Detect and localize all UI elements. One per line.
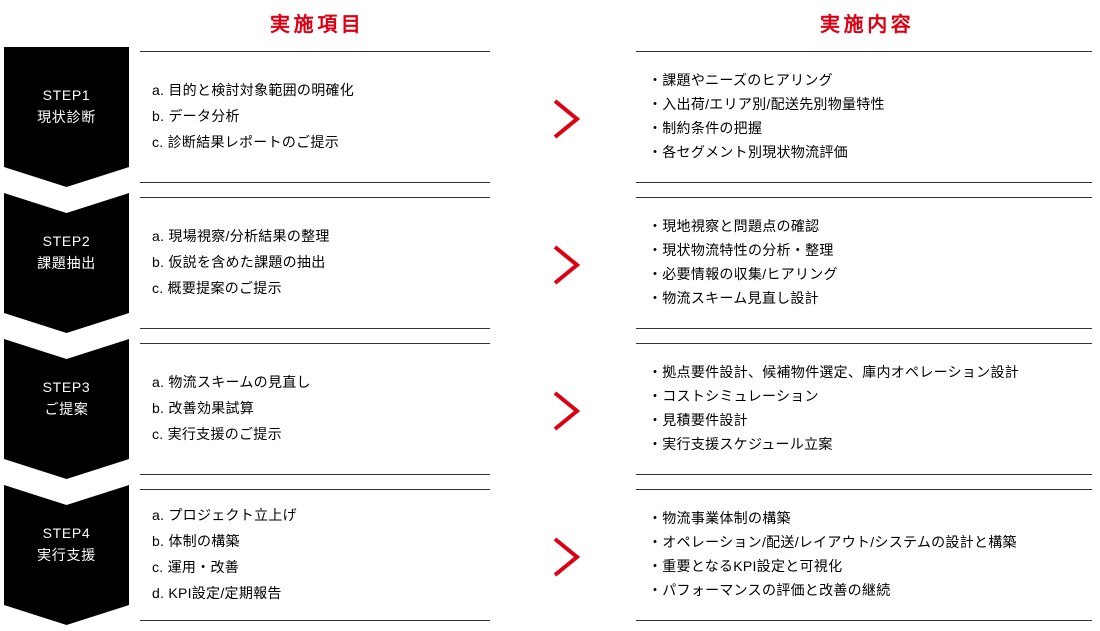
details-list: ・物流事業体制の構築・オペレーション/配送/レイアウト/システムの設計と構築・重…	[648, 507, 1017, 602]
details-box: ・現地視察と問題点の確認・現状物流特性の分析・整理・必要情報の収集/ヒアリング・…	[636, 197, 1092, 329]
items-list: a. 物流スキームの見直しb. 改善効果試算c. 実行支援のご提示	[152, 370, 311, 448]
chevron-right-icon	[543, 243, 587, 287]
items-list-item: d. KPI設定/定期報告	[152, 581, 297, 607]
items-list-item: b. データ分析	[152, 104, 354, 130]
details-list-item: ・見積要件設計	[648, 409, 1019, 433]
chevron-right-icon	[543, 535, 587, 579]
details-list-item: ・拠点要件設計、候補物件選定、庫内オペレーション設計	[648, 361, 1019, 385]
step-title: 現状診断	[37, 109, 96, 125]
details-list-item: ・コストシミュレーション	[648, 385, 1019, 409]
chevron-right-icon	[543, 389, 587, 433]
items-list-item: c. 運用・改善	[152, 555, 297, 581]
items-list-item: b. 改善効果試算	[152, 396, 311, 422]
details-list-item: ・オペレーション/配送/レイアウト/システムの設計と構築	[648, 531, 1017, 555]
details-list-item: ・現状物流特性の分析・整理	[648, 239, 838, 263]
items-list: a. 目的と検討対象範囲の明確化b. データ分析c. 診断結果レポートのご提示	[152, 78, 354, 156]
step-label: STEP2 課題抽出	[4, 231, 129, 274]
items-list: a. プロジェクト立上げb. 体制の構築c. 運用・改善d. KPI設定/定期報…	[152, 503, 297, 607]
details-list-item: ・物流事業体制の構築	[648, 507, 1017, 531]
column-header-items: 実施項目	[270, 8, 364, 37]
details-list: ・拠点要件設計、候補物件選定、庫内オペレーション設計・コストシミュレーション・見…	[648, 361, 1019, 456]
details-list-item: ・重要となるKPI設定と可視化	[648, 555, 1017, 579]
details-list-item: ・各セグメント別現状物流評価	[648, 141, 885, 165]
items-list-item: a. 目的と検討対象範囲の明確化	[152, 78, 354, 104]
details-list: ・課題やニーズのヒアリング・入出荷/エリア別/配送先別物量特性・制約条件の把握・…	[648, 69, 885, 164]
items-box: a. 物流スキームの見直しb. 改善効果試算c. 実行支援のご提示	[140, 343, 490, 475]
details-list-item: ・課題やニーズのヒアリング	[648, 69, 885, 93]
step-row: STEP4 実行支援 a. プロジェクト立上げb. 体制の構築c. 運用・改善d. …	[0, 485, 1100, 625]
items-list-item: c. 実行支援のご提示	[152, 422, 311, 448]
details-box: ・拠点要件設計、候補物件選定、庫内オペレーション設計・コストシミュレーション・見…	[636, 343, 1092, 475]
items-list: a. 現場視察/分析結果の整理b. 仮説を含めた課題の抽出c. 概要提案のご提示	[152, 224, 330, 302]
details-list-item: ・制約条件の把握	[648, 117, 885, 141]
step-title: ご提案	[44, 401, 88, 417]
column-header-details: 実施内容	[820, 8, 914, 37]
details-list-item: ・物流スキーム見直し設計	[648, 287, 838, 311]
details-list-item: ・現地視察と問題点の確認	[648, 215, 838, 239]
details-list-item: ・必要情報の収集/ヒアリング	[648, 263, 838, 287]
step-label: STEP1 現状診断	[4, 85, 129, 128]
items-list-item: b. 体制の構築	[152, 529, 297, 555]
step-number: STEP1	[43, 87, 91, 103]
step-row: STEP1 現状診断 a. 目的と検討対象範囲の明確化b. データ分析c. 診断結果…	[0, 47, 1100, 187]
details-box: ・課題やニーズのヒアリング・入出荷/エリア別/配送先別物量特性・制約条件の把握・…	[636, 51, 1092, 183]
items-list-item: c. 概要提案のご提示	[152, 276, 330, 302]
step-title: 実行支援	[37, 547, 96, 563]
step-label: STEP4 実行支援	[4, 523, 129, 566]
details-list: ・現地視察と問題点の確認・現状物流特性の分析・整理・必要情報の収集/ヒアリング・…	[648, 215, 838, 310]
items-list-item: a. 現場視察/分析結果の整理	[152, 224, 330, 250]
details-list-item: ・実行支援スケジュール立案	[648, 433, 1019, 457]
step-number: STEP3	[43, 379, 91, 395]
items-box: a. 現場視察/分析結果の整理b. 仮説を含めた課題の抽出c. 概要提案のご提示	[140, 197, 490, 329]
step-number: STEP2	[43, 233, 91, 249]
details-list-item: ・入出荷/エリア別/配送先別物量特性	[648, 93, 885, 117]
step-number: STEP4	[43, 525, 91, 541]
items-list-item: a. 物流スキームの見直し	[152, 370, 311, 396]
items-list-item: b. 仮説を含めた課題の抽出	[152, 250, 330, 276]
chevron-right-icon	[543, 97, 587, 141]
step-title: 課題抽出	[37, 255, 96, 271]
items-list-item: a. プロジェクト立上げ	[152, 503, 297, 529]
details-list-item: ・パフォーマンスの評価と改善の継続	[648, 579, 1017, 603]
step-row: STEP3 ご提案 a. 物流スキームの見直しb. 改善効果試算c. 実行支援のご提…	[0, 339, 1100, 479]
items-box: a. 目的と検討対象範囲の明確化b. データ分析c. 診断結果レポートのご提示	[140, 51, 490, 183]
step-label: STEP3 ご提案	[4, 377, 129, 420]
items-box: a. プロジェクト立上げb. 体制の構築c. 運用・改善d. KPI設定/定期報…	[140, 489, 490, 621]
details-box: ・物流事業体制の構築・オペレーション/配送/レイアウト/システムの設計と構築・重…	[636, 489, 1092, 621]
items-list-item: c. 診断結果レポートのご提示	[152, 130, 354, 156]
step-row: STEP2 課題抽出 a. 現場視察/分析結果の整理b. 仮説を含めた課題の抽出c.…	[0, 193, 1100, 333]
